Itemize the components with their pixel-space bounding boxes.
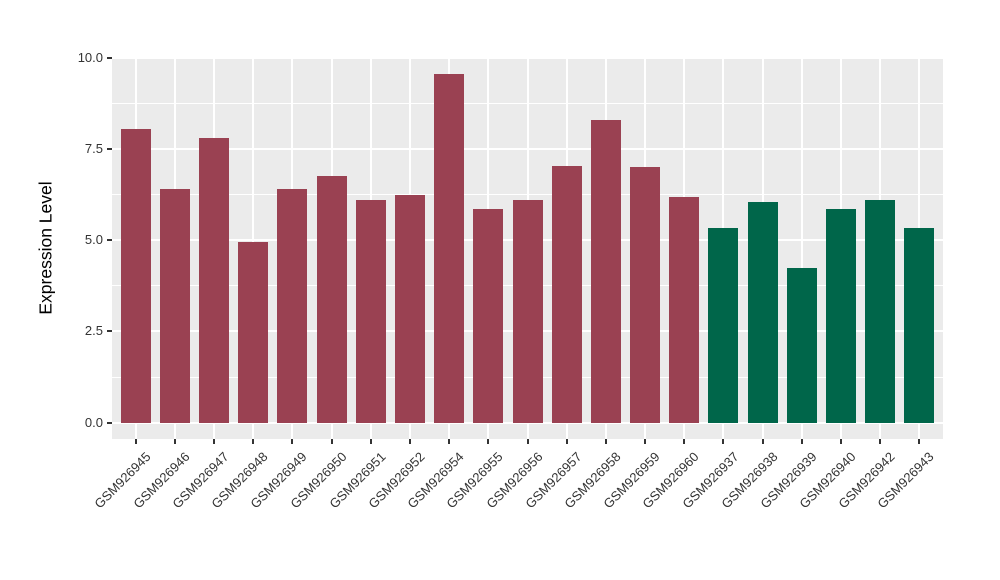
bar-GSM926950 [316,176,347,423]
bar-GSM926952 [394,194,425,423]
x-tick [408,439,411,444]
bar-GSM926940 [826,209,857,423]
x-tick [134,439,137,444]
x-tick [644,439,647,444]
x-tick [565,439,568,444]
x-tick [604,439,607,444]
x-tick [291,439,294,444]
x-tick [487,439,490,444]
plot-panel [112,58,943,439]
y-tick [107,421,112,424]
gridline-x-major [800,58,803,439]
bar-GSM926954 [434,74,465,423]
bar-GSM926939 [786,267,817,423]
y-tick-label: 5.0 [84,232,103,248]
y-tick-label: 2.5 [84,323,103,339]
y-tick [107,330,112,333]
x-tick [526,439,529,444]
x-tick [918,439,921,444]
y-tick [107,239,112,242]
bar-GSM926951 [355,200,386,423]
bar-GSM926959 [630,167,661,423]
x-tick [330,439,333,444]
bar-GSM926937 [708,227,739,423]
x-tick [252,439,255,444]
x-tick [173,439,176,444]
x-tick [212,439,215,444]
x-tick [800,439,803,444]
bar-GSM926943 [904,227,935,423]
bar-GSM926938 [747,202,778,423]
bar-GSM926946 [159,189,190,423]
bar-GSM926955 [473,209,504,423]
y-tick-label: 0.0 [84,414,103,430]
bar-GSM926948 [238,242,269,423]
x-tick [840,439,843,444]
y-tick-label: 10.0 [77,50,103,65]
bar-GSM926958 [590,119,621,423]
bar-GSM926956 [512,200,543,423]
y-tick [107,148,112,151]
x-tick [369,439,372,444]
bar-GSM926945 [120,129,151,423]
y-tick [107,57,112,59]
bar-GSM926947 [198,138,229,423]
y-tick-label: 7.5 [84,141,103,157]
bar-GSM926960 [669,196,700,423]
x-tick [683,439,686,444]
bar-GSM926942 [865,200,896,423]
x-tick [761,439,764,444]
x-tick [879,439,882,444]
x-tick [448,439,451,444]
x-tick [722,439,725,444]
bar-GSM926957 [551,165,582,423]
bar-GSM926949 [277,189,308,423]
